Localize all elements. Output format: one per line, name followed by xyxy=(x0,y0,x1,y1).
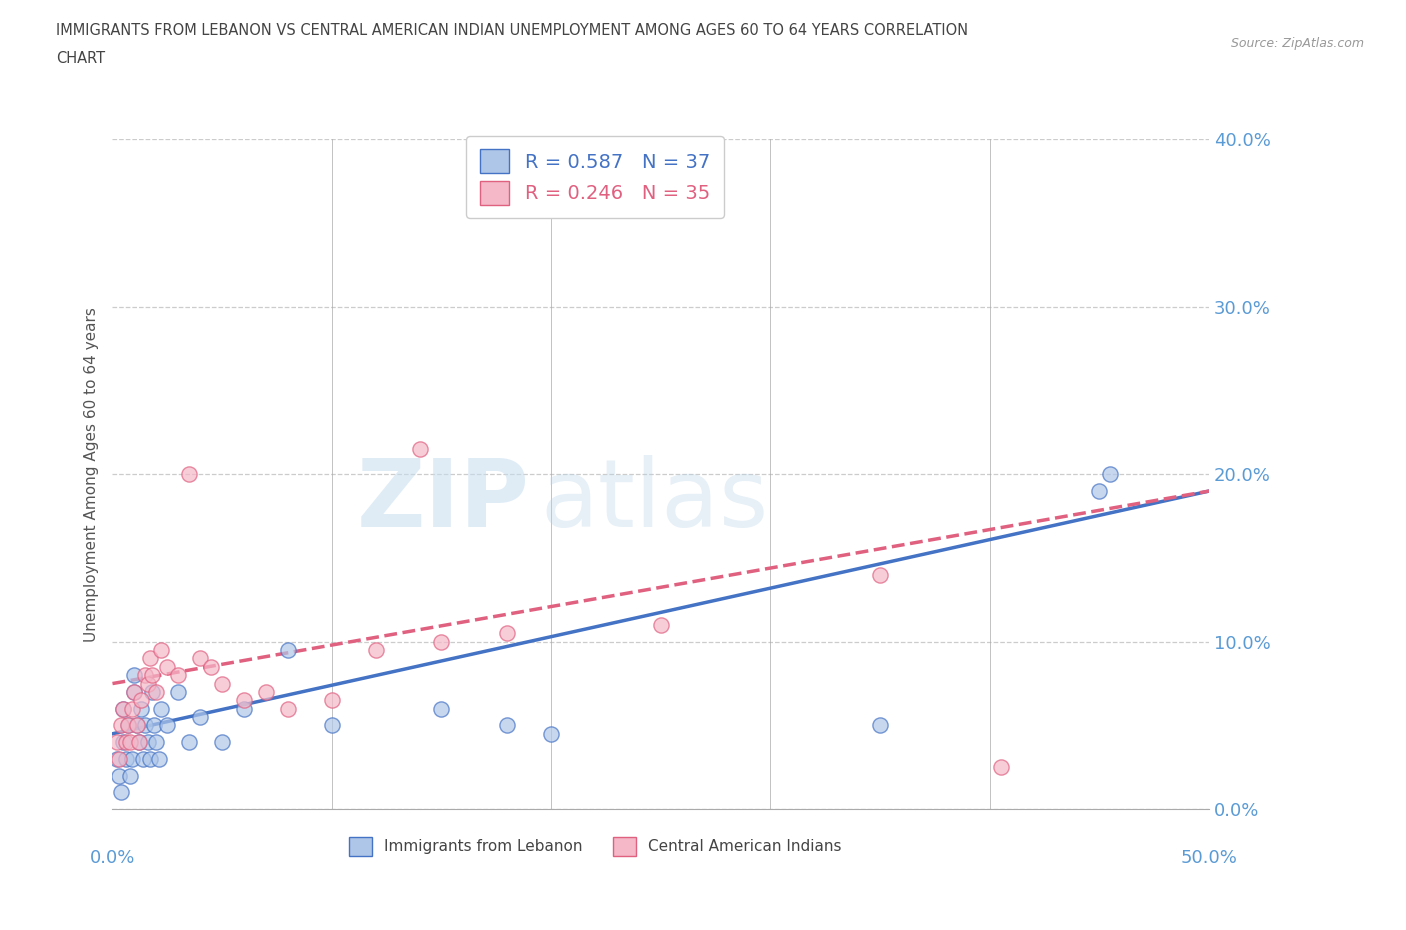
Point xyxy=(110,785,132,800)
Point xyxy=(141,684,163,699)
Point xyxy=(114,735,136,750)
Point xyxy=(128,735,150,750)
Point xyxy=(117,718,139,733)
Text: ZIP: ZIP xyxy=(356,455,529,547)
Point xyxy=(145,735,167,750)
Point xyxy=(118,768,141,783)
Point xyxy=(141,668,163,683)
Point xyxy=(108,751,131,766)
Point xyxy=(188,710,211,724)
Point xyxy=(145,684,167,699)
Text: 50.0%: 50.0% xyxy=(1181,849,1237,868)
Point xyxy=(650,618,672,632)
Point xyxy=(110,718,132,733)
Point xyxy=(1088,484,1111,498)
Point xyxy=(132,751,155,766)
Point xyxy=(143,718,166,733)
Point xyxy=(105,735,128,750)
Point xyxy=(167,684,190,699)
Point xyxy=(179,735,201,750)
Text: 0.0%: 0.0% xyxy=(90,849,135,868)
Point xyxy=(124,684,146,699)
Point xyxy=(1099,467,1122,482)
Point xyxy=(112,701,135,716)
Point xyxy=(105,751,128,766)
Point xyxy=(156,659,179,674)
Point xyxy=(129,693,152,708)
Legend: Immigrants from Lebanon, Central American Indians: Immigrants from Lebanon, Central America… xyxy=(343,830,848,862)
Point xyxy=(496,626,519,641)
Point xyxy=(124,684,146,699)
Point xyxy=(179,467,201,482)
Point xyxy=(869,718,891,733)
Point xyxy=(149,643,172,658)
Point xyxy=(156,718,179,733)
Point xyxy=(321,718,343,733)
Point xyxy=(148,751,170,766)
Point xyxy=(211,676,233,691)
Point xyxy=(233,701,256,716)
Point xyxy=(364,643,387,658)
Point xyxy=(277,643,299,658)
Point xyxy=(869,567,891,582)
Point xyxy=(118,735,141,750)
Point xyxy=(134,718,156,733)
Point xyxy=(990,760,1012,775)
Point xyxy=(321,693,343,708)
Point xyxy=(124,668,146,683)
Point xyxy=(121,751,143,766)
Point xyxy=(211,735,233,750)
Point xyxy=(430,634,453,649)
Text: atlas: atlas xyxy=(540,455,769,547)
Point xyxy=(125,718,148,733)
Point xyxy=(108,768,131,783)
Point xyxy=(408,442,430,457)
Point xyxy=(128,735,150,750)
Point xyxy=(139,651,162,666)
Point xyxy=(114,751,136,766)
Point xyxy=(277,701,299,716)
Point xyxy=(125,718,148,733)
Point xyxy=(121,701,143,716)
Text: Source: ZipAtlas.com: Source: ZipAtlas.com xyxy=(1230,37,1364,50)
Point xyxy=(188,651,211,666)
Point xyxy=(129,701,152,716)
Point xyxy=(117,718,139,733)
Point xyxy=(112,701,135,716)
Point xyxy=(254,684,277,699)
Point xyxy=(167,668,190,683)
Point xyxy=(430,701,453,716)
Text: IMMIGRANTS FROM LEBANON VS CENTRAL AMERICAN INDIAN UNEMPLOYMENT AMONG AGES 60 TO: IMMIGRANTS FROM LEBANON VS CENTRAL AMERI… xyxy=(56,23,969,38)
Point xyxy=(136,735,159,750)
Point xyxy=(149,701,172,716)
Text: CHART: CHART xyxy=(56,51,105,66)
Point xyxy=(139,751,162,766)
Y-axis label: Unemployment Among Ages 60 to 64 years: Unemployment Among Ages 60 to 64 years xyxy=(83,307,98,642)
Point xyxy=(233,693,256,708)
Point xyxy=(112,735,135,750)
Point xyxy=(496,718,519,733)
Point xyxy=(200,659,222,674)
Point xyxy=(540,726,562,741)
Point xyxy=(134,668,156,683)
Point xyxy=(136,676,159,691)
